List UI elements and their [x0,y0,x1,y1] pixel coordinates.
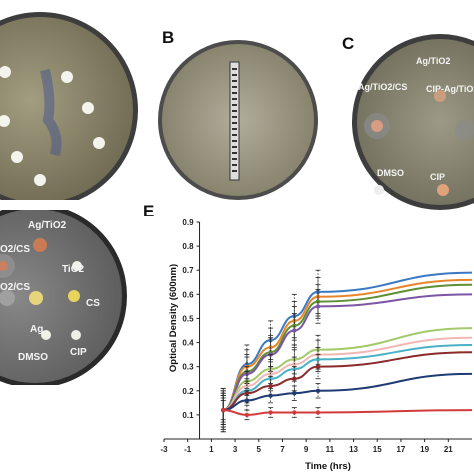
label-d-cip: CIP [70,347,87,358]
x-tick-label: 5 [257,445,262,454]
disk-a-5 [93,137,105,149]
label-c-agtio2: Ag/TiO2 [416,56,450,66]
disk-a-7 [34,174,46,186]
label-d-cs: CS [86,298,100,309]
series-10 [220,400,473,421]
x-tick-label: 13 [349,445,358,454]
y-tick-label: 0.7 [182,266,194,275]
panel-b-plate [158,40,318,200]
label-d-o2cs-2: O2/CS [0,282,30,293]
data-point [268,393,273,398]
panel-a-plate [0,12,138,200]
x-tick-label: 3 [233,445,238,454]
x-tick-label: 11 [326,445,335,454]
line-chart-e: Optical Density (600nm) Time (hrs) 0.1 0.… [136,216,474,474]
data-point [315,388,321,393]
data-point [244,390,250,396]
x-tick-label: 7 [280,445,285,454]
label-d-tio2: TiO2 [62,264,84,275]
y-tick-label: 0.9 [182,218,194,227]
y-tick-label: 0.8 [182,242,194,251]
data-point [268,410,273,415]
data-point [292,376,297,381]
disk-a-4 [82,102,94,114]
disk-a-3 [0,115,10,127]
disk-a-2 [61,71,73,83]
panel-label-b: B [162,28,175,47]
data-point [268,376,273,381]
label-c-agtio2cs: Ag/TiO2/CS [358,82,407,92]
x-tick-label: -3 [160,445,168,454]
y-axis-title: Optical Density (600nm) [168,264,179,372]
x-tick-label: 15 [373,445,382,454]
data-point [315,357,321,362]
data-point [315,304,321,309]
x-tick-label: 17 [396,445,405,454]
x-tick-label: 19 [420,445,429,454]
y-tick-label: 0.5 [182,314,194,323]
data-point [292,410,297,415]
x-tick-label: 1 [209,445,214,454]
x-tick-label: 9 [304,445,309,454]
panel-label-c: C [342,34,355,53]
data-point [244,412,250,418]
data-point [292,328,297,333]
y-tick-label: 0.6 [182,290,194,299]
y-tick-label: 0.1 [182,411,194,420]
disk-a-1 [0,66,11,78]
y-tick-label: 0.3 [182,363,194,372]
label-d-dmso: DMSO [18,352,48,363]
strip-b [229,61,240,181]
x-tick-label: -1 [184,445,192,454]
label-d-agtio2: Ag/TiO2 [28,220,67,231]
panel-c-plate: Ag/TiO2 Ag/TiO2/CS CIP-Ag/TiO2/ DMSO CIP [352,34,474,210]
data-point [268,383,273,389]
data-point [292,390,297,396]
disk-a-6 [11,151,23,163]
x-axis-title: Time (hrs) [305,461,351,472]
label-c-cip-agtio2: CIP-Ag/TiO2/ [426,84,474,94]
label-d-ag: Ag [30,324,43,335]
data-point [221,407,226,413]
label-d-o2cs-1: O2/CS [0,244,30,255]
panel-label-e: E [143,202,155,221]
y-tick-label: 0.2 [182,387,194,396]
x-tick-label: 21 [444,445,453,454]
y-tick-label: 0.4 [182,339,194,348]
data-point [315,364,321,369]
data-point [244,398,250,403]
data-point [292,366,297,372]
label-c-dmso: DMSO [377,168,404,178]
panel-d-plate: Ag/TiO2 O2/CS TiO2 O2/CS CS Ag DMSO CIP [0,210,127,385]
data-point [315,410,321,415]
label-c-cip: CIP [430,172,445,182]
strip-b-pattern [232,68,237,172]
